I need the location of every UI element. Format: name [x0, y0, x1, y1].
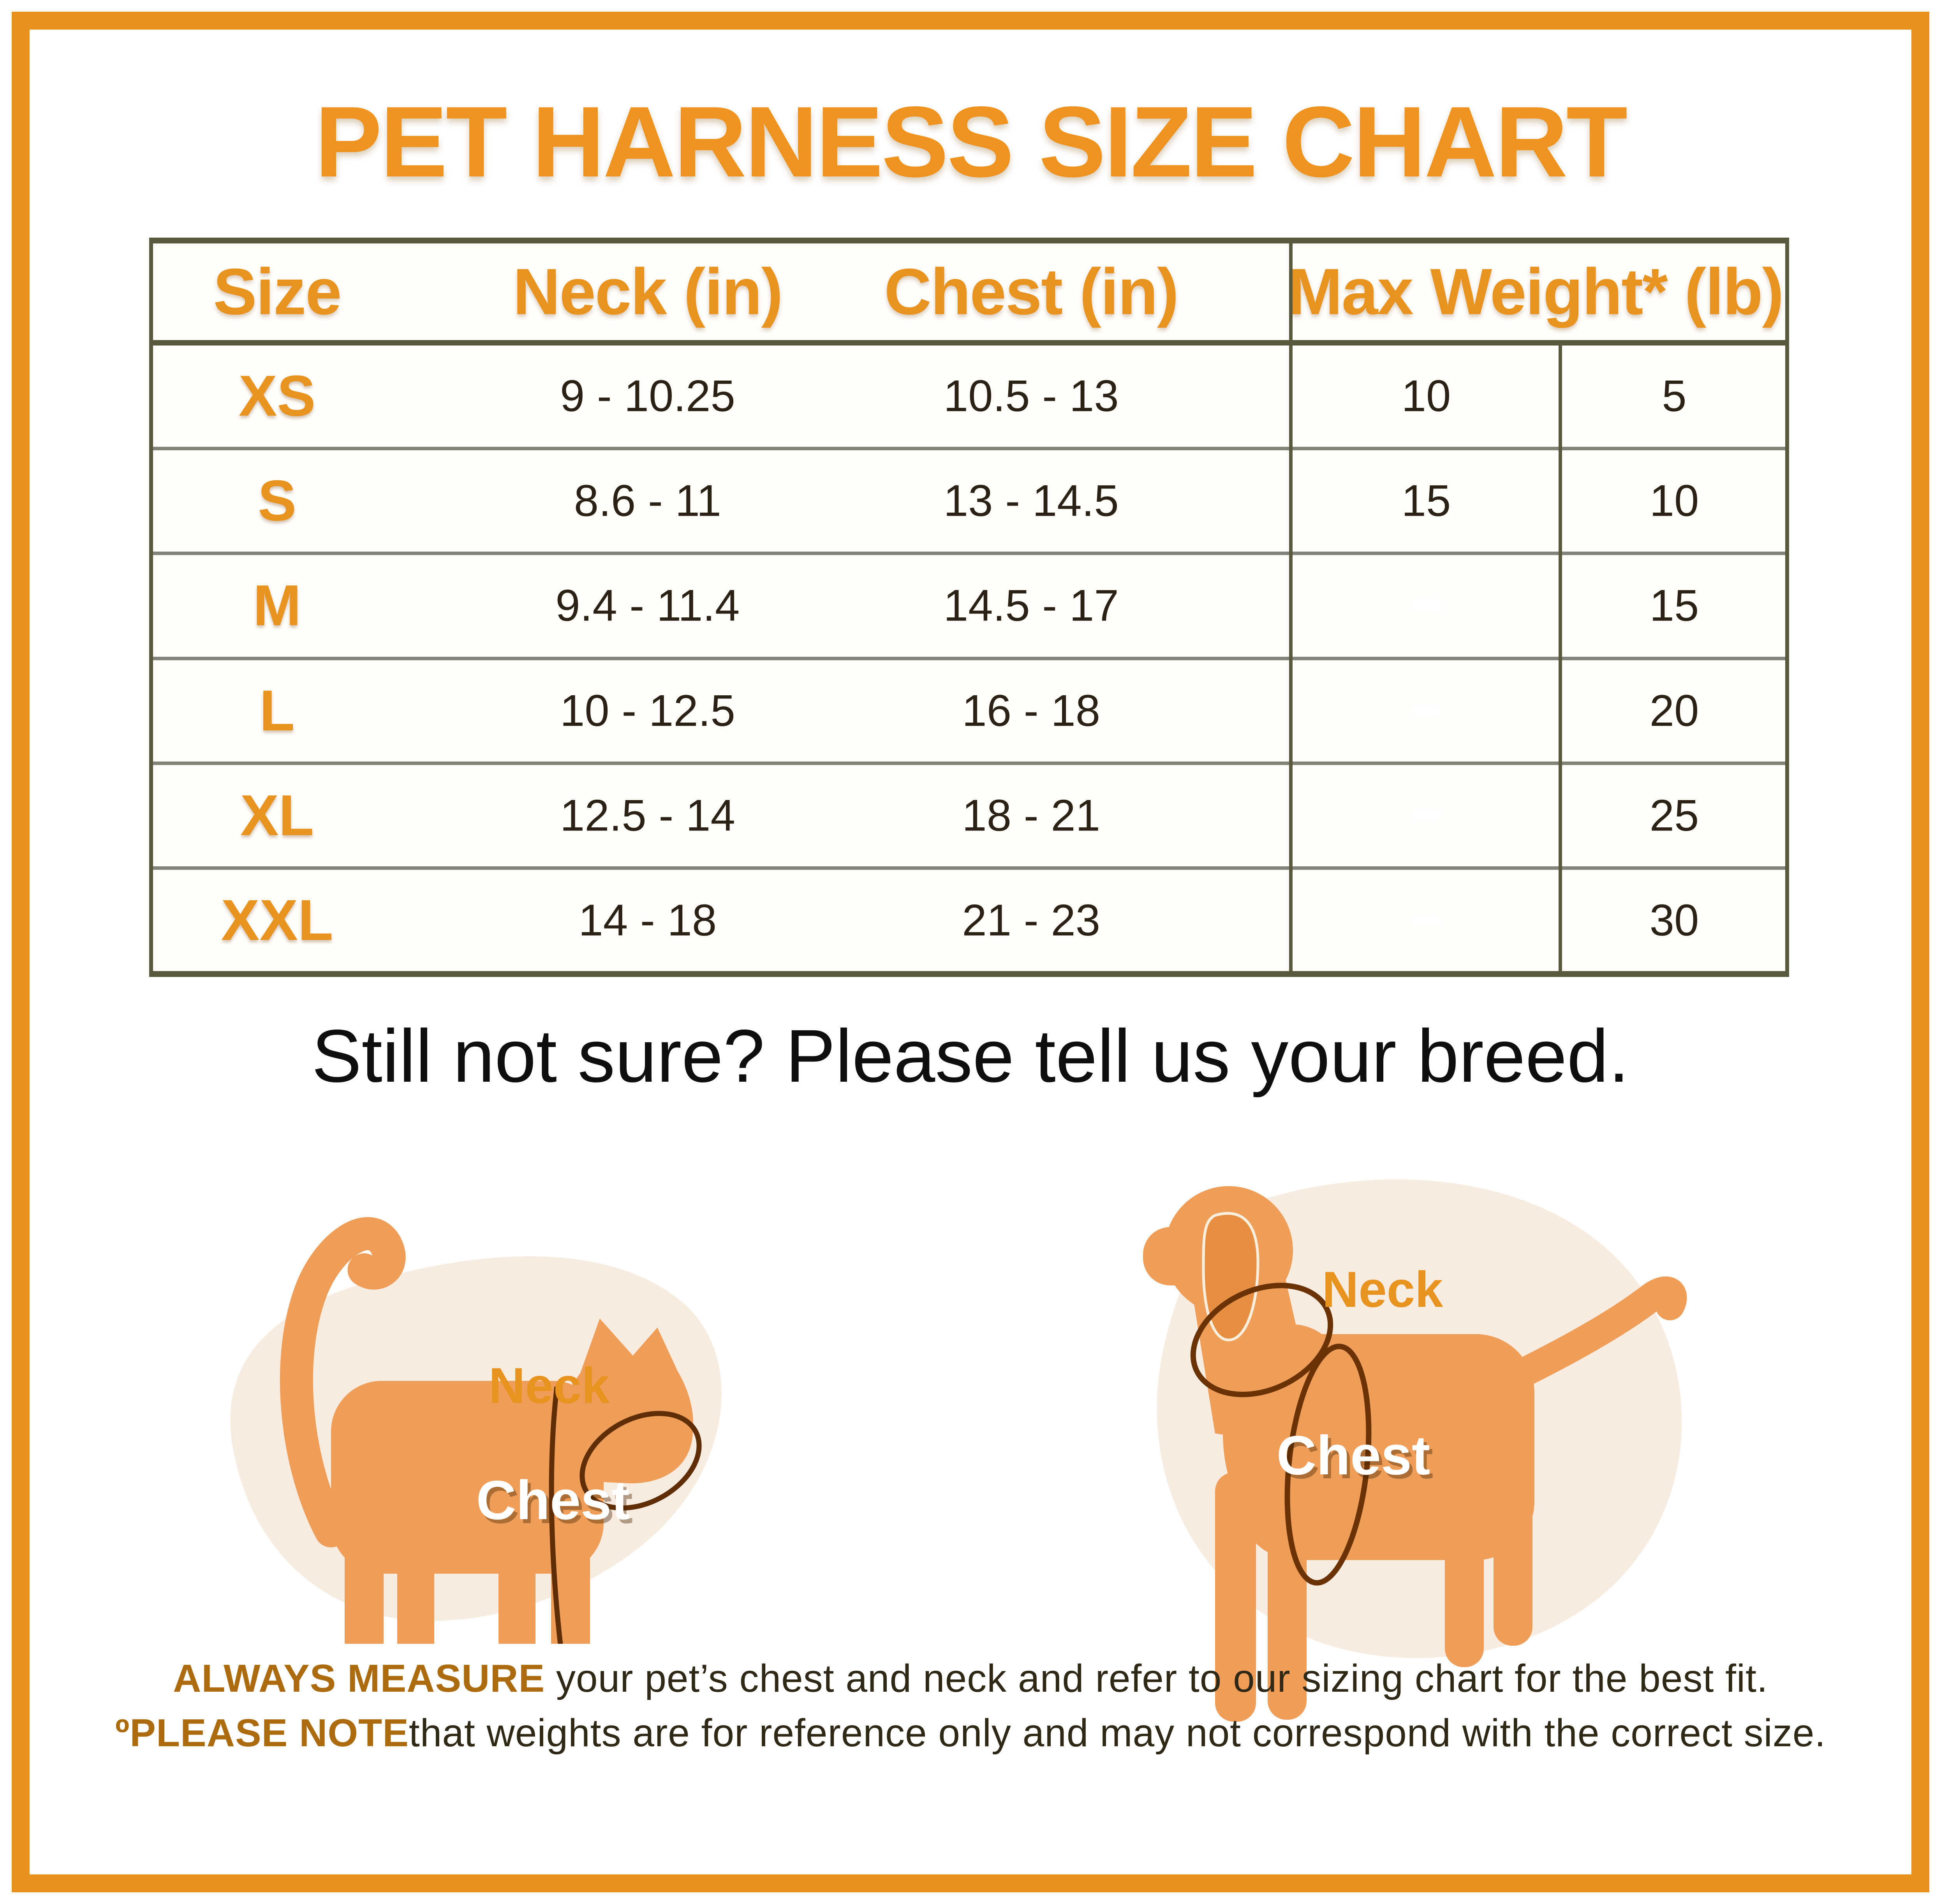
- table-row-m: M 9.4 - 11.4 14.5 - 17 15: [153, 552, 1785, 656]
- neck-range: 8.6 - 11: [574, 476, 721, 526]
- weight-2: 25: [1649, 791, 1699, 841]
- dog-neck-label: Neck: [1322, 1261, 1443, 1318]
- chest-range: 10.5 - 13: [943, 371, 1119, 421]
- chest-range: 16 - 18: [962, 686, 1101, 736]
- size-label: M: [253, 573, 301, 638]
- header-size: Size: [213, 255, 342, 328]
- dog-chest-measure-loop: [1284, 1343, 1372, 1586]
- cat-chest-label-shadow: Chest: [479, 1473, 633, 1535]
- size-table: Size Neck (in) Chest (in) Max Weight* (l…: [149, 238, 1789, 977]
- footnote-measure: ALWAYS MEASURE your pet’s chest and neck…: [0, 1656, 1941, 1701]
- breed-help-text: Still not sure? Please tell us your bree…: [312, 1014, 1629, 1098]
- table-row-l: L 10 - 12.5 16 - 18 20: [153, 656, 1785, 762]
- neck-range: 9 - 10.25: [560, 371, 735, 421]
- size-label: S: [258, 469, 296, 533]
- footnote-measure-lead: ALWAYS MEASURE: [173, 1657, 545, 1700]
- footnote-note-lead: ºPLEASE NOTE: [115, 1711, 409, 1755]
- dog-illustration: Neck Chest Chest: [1143, 1179, 1687, 1722]
- cat-illustration: Neck Chest Chest: [230, 1217, 722, 1644]
- table-row-s: S 8.6 - 11 13 - 14.5 15 10: [153, 447, 1785, 552]
- weight-1: 10: [1401, 371, 1451, 421]
- cat-chest-measure-line: [549, 1386, 563, 1644]
- table-header-row: Size Neck (in) Chest (in) Max Weight* (l…: [153, 243, 1785, 346]
- size-label: L: [259, 678, 295, 743]
- size-label: XS: [238, 364, 316, 428]
- chest-range: 13 - 14.5: [943, 476, 1119, 526]
- dog-chest-label-shadow: Chest: [1280, 1428, 1434, 1490]
- table-row-xs: XS 9 - 10.25 10.5 - 13 10 5: [153, 346, 1785, 447]
- dog-chest-label: Chest: [1277, 1424, 1430, 1486]
- cat-chest-label: Chest: [476, 1469, 630, 1531]
- neck-range: 12.5 - 14: [560, 791, 735, 841]
- size-label: XL: [240, 783, 314, 848]
- weight-2: 5: [1662, 371, 1687, 421]
- header-chest: Chest (in): [884, 255, 1179, 328]
- table-row-xxl: XXL 14 - 18 21 - 23 30: [153, 866, 1785, 971]
- weight-1: 15: [1401, 476, 1451, 526]
- chest-range: 21 - 23: [962, 896, 1101, 945]
- dog-silhouette: [1143, 1186, 1687, 1722]
- column-divider-weight: [1289, 243, 1293, 971]
- chest-range: 14.5 - 17: [943, 581, 1119, 631]
- weight-2: 10: [1649, 476, 1699, 526]
- weight-2: 15: [1649, 581, 1699, 631]
- dog-ear: [1202, 1212, 1259, 1342]
- weight-2: 20: [1649, 686, 1699, 736]
- footnote-measure-text: your pet’s chest and neck and refer to o…: [545, 1657, 1768, 1700]
- cat-neck-measure-loop: [579, 1411, 702, 1511]
- neck-range: 9.4 - 11.4: [555, 581, 740, 631]
- neck-range: 10 - 12.5: [560, 686, 735, 736]
- weight-2: 30: [1649, 896, 1699, 945]
- header-neck: Neck (in): [513, 255, 783, 328]
- header-max-weight: Max Weight* (lb): [1288, 255, 1784, 328]
- column-divider-weight-sub: [1558, 346, 1562, 971]
- size-label: XXL: [221, 888, 333, 952]
- chest-range: 18 - 21: [962, 791, 1101, 841]
- dog-neck-measure-loop: [1190, 1283, 1333, 1397]
- table-row-xl: XL 12.5 - 14 18 - 21 25: [153, 761, 1785, 866]
- cat-neck-label: Neck: [489, 1357, 610, 1414]
- footnote-please-note: ºPLEASE NOTEthat weights are for referen…: [0, 1711, 1941, 1756]
- cat-silhouette: [280, 1217, 694, 1644]
- neck-range: 14 - 18: [578, 896, 717, 945]
- page-title: PET HARNESS SIZE CHART: [315, 85, 1628, 198]
- footnote-note-text: that weights are for reference only and …: [409, 1711, 1826, 1755]
